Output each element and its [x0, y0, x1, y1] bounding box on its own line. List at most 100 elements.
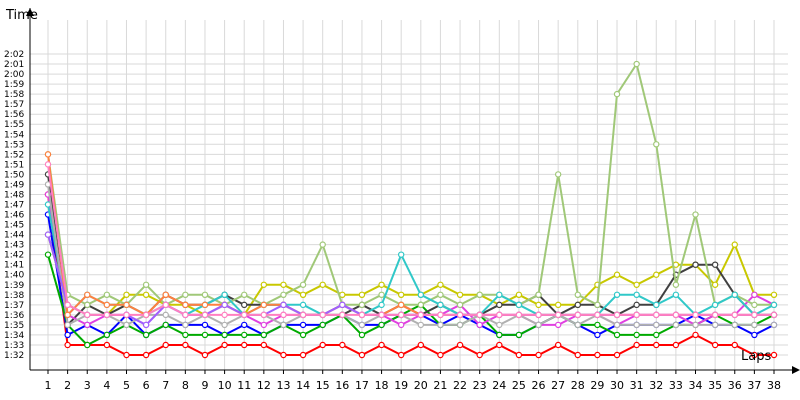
series-line	[47, 234, 774, 327]
data-point	[162, 311, 169, 319]
data-point	[44, 161, 52, 168]
data-point	[162, 301, 169, 309]
data-point	[633, 321, 640, 329]
data-point	[692, 211, 699, 218]
data-point	[417, 301, 425, 309]
data-point	[221, 341, 228, 349]
data-point	[319, 311, 326, 319]
x-tick-label: 17	[355, 379, 369, 392]
data-point	[397, 251, 405, 258]
y-tick-label: 1:38	[4, 291, 24, 301]
data-point	[123, 311, 130, 319]
x-axis-title: Laps	[741, 349, 771, 364]
data-point	[437, 321, 444, 329]
y-tick-label: 1:39	[4, 281, 24, 291]
data-point	[241, 321, 248, 329]
data-point	[535, 351, 542, 359]
data-point	[770, 311, 778, 319]
x-tick-label: 5	[123, 379, 130, 392]
y-tick-label: 1:49	[4, 180, 24, 190]
series-line	[47, 164, 774, 316]
data-point	[299, 331, 307, 339]
data-point	[299, 321, 307, 329]
series-line	[47, 61, 774, 307]
y-tick-label: 1:33	[4, 341, 24, 351]
y-tick-label: 1:37	[4, 301, 24, 311]
data-point	[64, 321, 71, 329]
data-point	[731, 241, 738, 248]
data-point	[731, 321, 738, 329]
data-point	[378, 321, 385, 329]
data-point	[201, 321, 209, 329]
y-tick-label: 1:36	[4, 311, 24, 321]
data-point	[84, 291, 91, 298]
data-point	[633, 301, 640, 309]
data-point	[751, 331, 758, 339]
data-point	[574, 311, 581, 319]
data-point	[770, 291, 778, 298]
data-point	[182, 331, 189, 339]
data-point	[437, 281, 444, 288]
data-point	[221, 301, 228, 309]
data-point	[633, 341, 640, 349]
data-point	[142, 311, 150, 319]
data-point	[162, 291, 169, 298]
data-point	[476, 291, 483, 298]
data-point	[476, 311, 483, 319]
x-tick-label: 1	[45, 379, 52, 392]
data-point	[221, 311, 228, 319]
data-point	[319, 341, 326, 349]
x-tick-label: 20	[414, 379, 428, 392]
x-tick-label: 32	[649, 379, 663, 392]
data-point	[123, 291, 130, 298]
data-point	[142, 281, 150, 288]
data-point	[456, 341, 464, 349]
series-5	[44, 191, 778, 329]
x-tick-label: 10	[218, 379, 232, 392]
data-point	[221, 321, 228, 329]
data-point	[142, 291, 150, 298]
data-point	[613, 331, 621, 339]
data-point	[594, 331, 601, 339]
y-tick-label: 1:35	[4, 321, 24, 331]
data-point	[574, 301, 581, 309]
data-point	[496, 341, 503, 349]
data-point	[241, 331, 248, 339]
data-point	[633, 281, 640, 288]
data-point	[182, 341, 189, 349]
data-point	[731, 311, 738, 319]
data-point	[123, 351, 130, 359]
data-point	[496, 311, 503, 319]
y-tick-label: 1:43	[4, 241, 24, 251]
data-point	[535, 291, 542, 298]
x-tick-label: 4	[103, 379, 110, 392]
data-point	[44, 251, 52, 258]
data-point	[751, 301, 758, 309]
y-tick-label: 2:00	[4, 70, 24, 80]
data-point	[123, 301, 130, 309]
data-point	[456, 321, 464, 329]
x-tick-label: 13	[276, 379, 290, 392]
data-point	[182, 291, 189, 298]
series-line	[47, 194, 774, 357]
data-point	[142, 331, 150, 339]
data-point	[201, 311, 209, 319]
data-point	[201, 291, 209, 298]
data-point	[692, 321, 699, 329]
x-tick-label: 33	[669, 379, 683, 392]
data-point	[397, 301, 405, 309]
data-point	[299, 281, 307, 288]
data-point	[574, 321, 581, 329]
series-line	[47, 234, 774, 317]
data-point	[221, 331, 228, 339]
y-tick-labels: 1:321:331:341:351:361:371:381:391:401:41…	[4, 50, 24, 361]
data-point	[437, 311, 444, 319]
data-point	[613, 321, 621, 329]
y-tick-label: 1:48	[4, 190, 24, 200]
data-point	[201, 351, 209, 359]
data-point	[103, 331, 111, 339]
data-point	[378, 281, 385, 288]
data-point	[260, 301, 268, 309]
data-point	[260, 281, 268, 288]
data-point	[751, 291, 758, 298]
